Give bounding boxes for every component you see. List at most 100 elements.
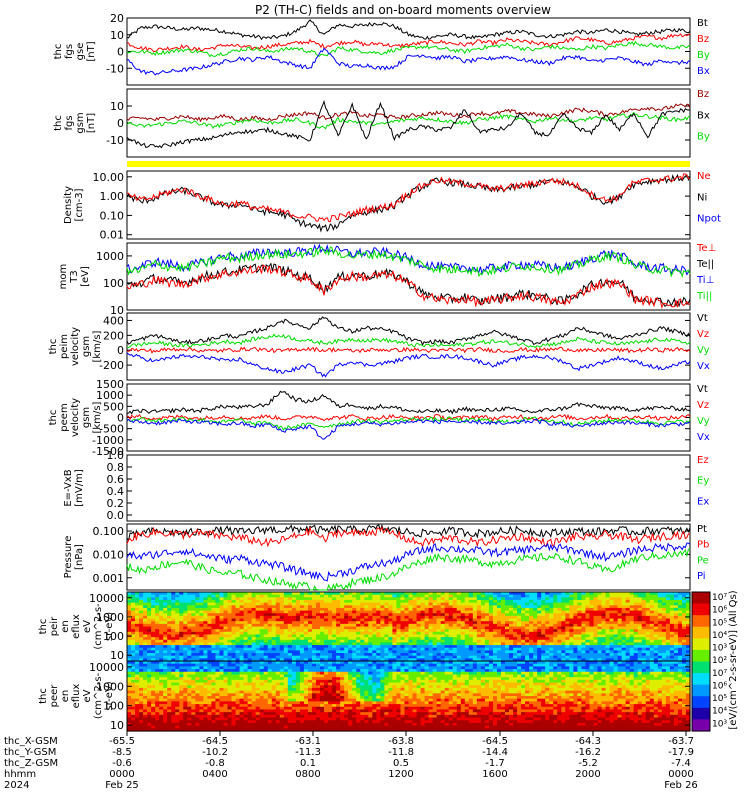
panel-frame <box>127 89 690 157</box>
y-axis-label: fgs <box>64 44 75 59</box>
y-axis-label: mom <box>58 264 69 290</box>
y-tick-label: 0.100 <box>93 525 125 538</box>
series-line-Vt <box>127 391 690 413</box>
legend-entry: Vz <box>697 400 709 411</box>
legend-entry: Ni <box>697 192 707 203</box>
series-line-Bt <box>127 20 690 39</box>
y-axis-label: sr-eV) <box>104 612 115 641</box>
legend-entry: Vx <box>697 361 710 372</box>
y-axis-label: peir <box>49 616 60 636</box>
legend-entry: Bx <box>697 110 710 121</box>
y-axis-label: thc <box>53 115 64 131</box>
y-axis-label: velocity <box>70 327 81 366</box>
series-line-Te⊥ <box>127 265 690 307</box>
legend-entry: Bz <box>697 34 709 45</box>
legend-entry: By <box>697 50 710 61</box>
legend-entry: Pe <box>697 555 709 566</box>
legend-entry: Ey <box>697 476 709 487</box>
y-tick-label: -10 <box>106 134 124 147</box>
y-axis-label: thc <box>48 339 59 355</box>
y-axis-label: thc <box>48 410 59 426</box>
y-axis-label: gse <box>75 43 86 61</box>
legend-entry: Npot <box>697 214 721 225</box>
y-tick-label: 200 <box>103 329 124 342</box>
y-axis-label: [km/s] <box>92 401 103 433</box>
legend-entry: Te|| <box>696 259 714 270</box>
legend-entry: Ne <box>697 171 711 182</box>
legend-entry: Ti⊥ <box>696 275 714 286</box>
y-tick-label: 0.10 <box>100 209 125 222</box>
series-line-Vz <box>127 347 690 353</box>
legend-entry: Vy <box>697 416 710 427</box>
series-line-Ne <box>127 174 690 222</box>
legend-entry: Vz <box>697 329 709 340</box>
y-axis-label: en <box>60 620 71 633</box>
legend-entry: Bt <box>697 18 708 29</box>
y-axis-label: [nT] <box>86 41 97 61</box>
y-axis-label: Pressure <box>63 536 74 579</box>
y-tick-label: 0.001 <box>93 572 125 585</box>
series-line-Vt <box>127 317 690 345</box>
y-axis-label: peim <box>59 334 70 359</box>
legend-entry: Bx <box>697 66 710 77</box>
panel-frame <box>127 455 690 521</box>
y-tick-label: 1.00 <box>100 190 125 203</box>
series-line-Pi <box>127 543 690 581</box>
y-axis-label: peem <box>59 403 70 431</box>
y-tick-label: 0 <box>117 117 124 130</box>
series-line-Ni <box>127 175 690 231</box>
y-axis-label: [km/s] <box>92 330 103 362</box>
legend-entry: Pb <box>697 540 709 551</box>
legend-entry: Pi <box>697 571 706 582</box>
y-axis-label: velocity <box>70 398 81 437</box>
y-tick-label: -10 <box>106 62 124 75</box>
legend-entry: Ex <box>697 496 709 507</box>
y-axis-label: thc <box>53 44 64 60</box>
y-tick-label: 1000 <box>96 250 124 263</box>
series-line-Vy <box>127 334 690 347</box>
y-tick-label: 100 <box>103 277 124 290</box>
y-axis-label: gsm <box>81 336 92 357</box>
legend-entry: Vx <box>697 432 710 443</box>
series-line-Bx <box>127 49 690 75</box>
y-axis-label: fgs <box>64 115 75 130</box>
y-axis-label: [eV] <box>80 266 91 287</box>
legend-entry: Ti|| <box>696 291 712 302</box>
y-tick-label: 400 <box>103 314 124 327</box>
series-line-Vx <box>127 419 690 439</box>
legend-entry: Pt <box>697 524 707 535</box>
y-axis-label: E=-VxB <box>63 469 74 506</box>
y-axis-label: gsm <box>81 407 92 428</box>
legend-entry: Vt <box>697 313 708 324</box>
y-axis-label: thc <box>38 619 49 635</box>
legend-entry: Vy <box>697 345 710 356</box>
legend-entry: By <box>697 132 710 143</box>
legend-entry: Te⊥ <box>696 243 716 254</box>
y-tick-label: 10.00 <box>93 171 125 184</box>
y-tick-label: 0.010 <box>93 548 125 561</box>
y-tick-label: 10000 <box>89 592 124 605</box>
y-axis-label: T3 <box>69 270 80 283</box>
legend-entry: Bz <box>697 89 709 100</box>
legend-entry: Vt <box>697 384 708 395</box>
y-axis-label: eV <box>82 620 93 633</box>
y-axis-label: gsm <box>75 112 86 133</box>
y-axis-label: Density <box>63 186 74 224</box>
y-axis-label: eflux <box>71 614 82 639</box>
y-axis-label: [mV/m] <box>74 469 85 507</box>
y-tick-label: 0.0 <box>107 509 125 522</box>
series-line-Bx <box>127 102 690 148</box>
y-axis-label: [cm-3] <box>74 188 85 221</box>
y-tick-label: 20 <box>110 12 124 25</box>
y-axis-label: [nT] <box>86 113 97 133</box>
